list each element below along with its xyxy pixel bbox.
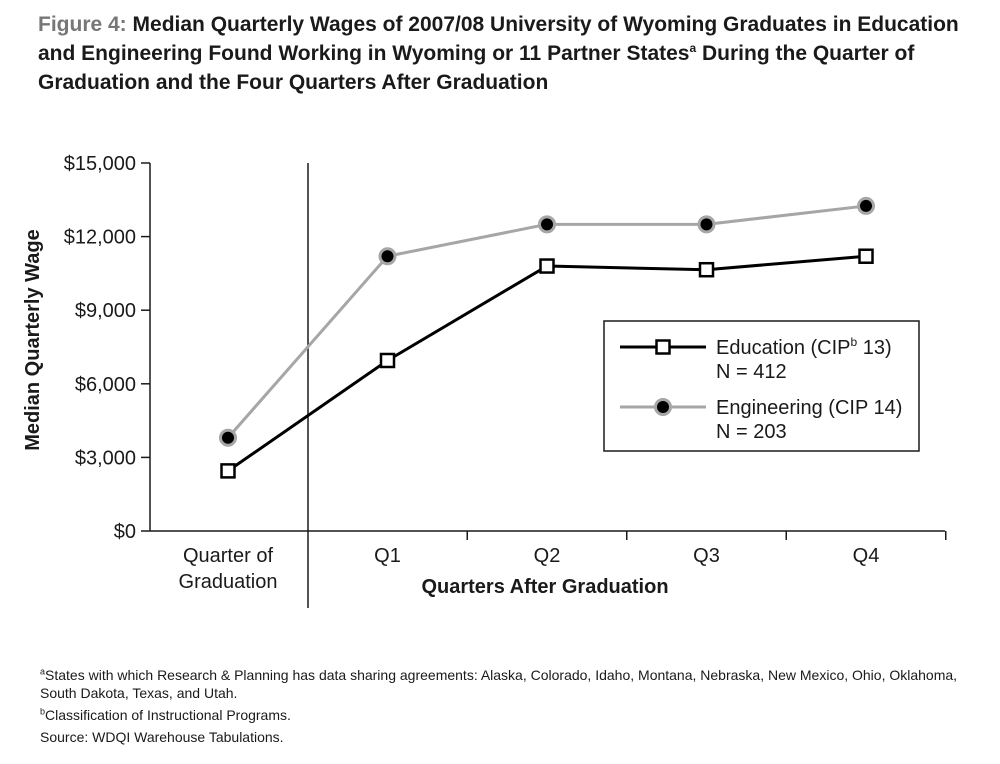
data-point-square — [698, 261, 715, 278]
source-note: Source: WDQI Warehouse Tabulations. — [40, 729, 284, 745]
x-tick-label: Q3 — [693, 545, 720, 567]
legend-name-prefix: Engineering (CIP 14) — [716, 397, 902, 419]
y-tick-label: $15,000 — [64, 153, 136, 175]
data-point-circle — [378, 247, 397, 266]
x-tick-label: Q2 — [534, 545, 561, 567]
y-tick-label: $0 — [114, 521, 136, 543]
legend-name-superscript: b — [851, 335, 858, 349]
footnote-b-text: Classification of Instructional Programs… — [45, 707, 291, 723]
data-point-square — [220, 463, 236, 479]
legend-name-prefix: Education (CIP — [716, 337, 851, 359]
y-tick-label: $12,000 — [64, 227, 136, 249]
title-text-part2: During the Quarter of Graduation and the… — [38, 42, 915, 94]
legend-n-label: N = 203 — [716, 421, 787, 443]
legend-name-suffix: 13) — [857, 337, 891, 359]
x-tick-label-line: Q4 — [853, 545, 880, 567]
data-point-circle — [697, 215, 716, 234]
data-point-square — [379, 352, 396, 369]
x-tick-label-line: Quarter of — [183, 545, 273, 567]
title-text-part1: Median Quarterly Wages of 2007/08 Univer… — [38, 13, 959, 65]
x-tick-label-line: Graduation — [179, 571, 278, 593]
x-tick-label: Q1 — [374, 545, 401, 567]
legend-n-label: N = 412 — [716, 361, 787, 383]
figure-label: Figure 4: — [38, 13, 127, 36]
footnote-a-mark: a — [40, 666, 46, 677]
y-axis-title: Median Quarterly Wage — [22, 229, 44, 451]
footnote-b: bClassification of Instructional Program… — [40, 706, 985, 724]
data-point-square — [858, 248, 874, 264]
x-tick-label-line: Q2 — [534, 545, 561, 567]
x-axis-title: Quarters After Graduation — [421, 576, 668, 598]
x-tick-label-line: Q3 — [693, 545, 720, 567]
x-tick-label: Quarter of Graduation — [179, 545, 278, 593]
chart-series — [219, 196, 875, 479]
footnote-a: aStates with which Research & Planning h… — [40, 666, 985, 702]
legend-series-name: Education (CIPb 13) — [716, 335, 892, 359]
chart-axes: $0 $3,000 $6,000 $9,000 $12,000 $15,000 Quarte… — [22, 153, 947, 608]
y-tick-label: $3,000 — [75, 447, 136, 469]
data-point-square — [539, 258, 555, 274]
data-point-circle — [857, 196, 875, 215]
data-point-circle — [219, 428, 237, 447]
y-tick-label: $9,000 — [75, 300, 136, 322]
chart-title: Figure 4: Median Quarterly Wages of 2007… — [38, 10, 968, 97]
y-tick-label: $6,000 — [75, 374, 136, 396]
data-point-circle — [538, 215, 556, 234]
legend-series-name: Engineering (CIP 14) — [716, 397, 902, 419]
title-superscript: a — [689, 41, 697, 55]
legend-marker-circle — [654, 398, 672, 416]
footnote-a-text: States with which Research & Planning ha… — [40, 667, 958, 701]
x-tick-label: Q4 — [853, 545, 880, 567]
x-tick-label-line: Q1 — [374, 545, 401, 567]
footnote-b-mark: b — [40, 706, 46, 717]
line-chart: $0 $3,000 $6,000 $9,000 $12,000 $15,000 Quarte… — [22, 153, 947, 608]
footnotes: aStates with which Research & Planning h… — [40, 666, 985, 750]
legend-marker-square — [655, 339, 671, 355]
